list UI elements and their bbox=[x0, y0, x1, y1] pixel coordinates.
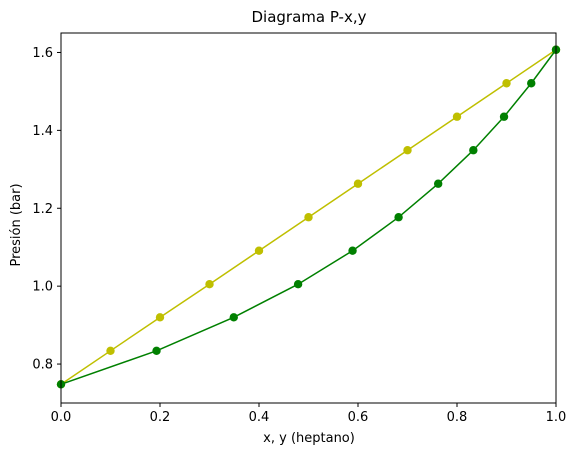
series-1-point bbox=[348, 246, 357, 255]
y-tick-label: 1.4 bbox=[32, 124, 53, 139]
series-1-point bbox=[394, 213, 403, 222]
series-0-point bbox=[106, 346, 115, 356]
series-1-point bbox=[229, 313, 238, 322]
chart-title: Diagrama P-x,y bbox=[251, 8, 366, 26]
series-1-point bbox=[293, 280, 303, 289]
y-tick-label: 0.8 bbox=[32, 358, 53, 373]
series-1-point bbox=[527, 79, 536, 88]
x-tick-label: 0.0 bbox=[51, 410, 72, 425]
y-axis-label: Presión (bar) bbox=[9, 183, 24, 266]
plot-area bbox=[56, 45, 561, 389]
x-tick-label: 0.6 bbox=[348, 410, 369, 425]
series-0-point bbox=[403, 146, 412, 155]
x-tick-label: 1.0 bbox=[546, 410, 567, 425]
y-tick-label: 1.0 bbox=[32, 280, 53, 295]
series-1-point bbox=[499, 112, 509, 121]
series-0-point bbox=[155, 313, 165, 322]
series-1-point bbox=[433, 179, 443, 188]
axes: 0.0 0.2 0.4 0.6 0.8 1.0 0.8 1.0 1.2 1.4 1.6 bbox=[32, 32, 567, 425]
x-tick-label: 0.2 bbox=[150, 410, 171, 425]
series-0-point bbox=[304, 213, 313, 222]
series-0-point bbox=[353, 179, 363, 188]
x-tick-label: 0.4 bbox=[249, 410, 270, 425]
y-tick-label: 1.6 bbox=[32, 46, 53, 61]
x-tick-label: 0.8 bbox=[447, 410, 468, 425]
series-1-point bbox=[469, 146, 478, 155]
plot-frame bbox=[60, 32, 557, 404]
series-1-point bbox=[152, 346, 161, 356]
series-0-point bbox=[502, 79, 511, 88]
y-tick-label: 1.2 bbox=[32, 202, 53, 217]
series-0-point bbox=[254, 246, 264, 255]
x-axis-label: x, y (heptano) bbox=[263, 431, 355, 446]
series-0-point bbox=[452, 112, 462, 121]
series-0-point bbox=[205, 280, 214, 289]
